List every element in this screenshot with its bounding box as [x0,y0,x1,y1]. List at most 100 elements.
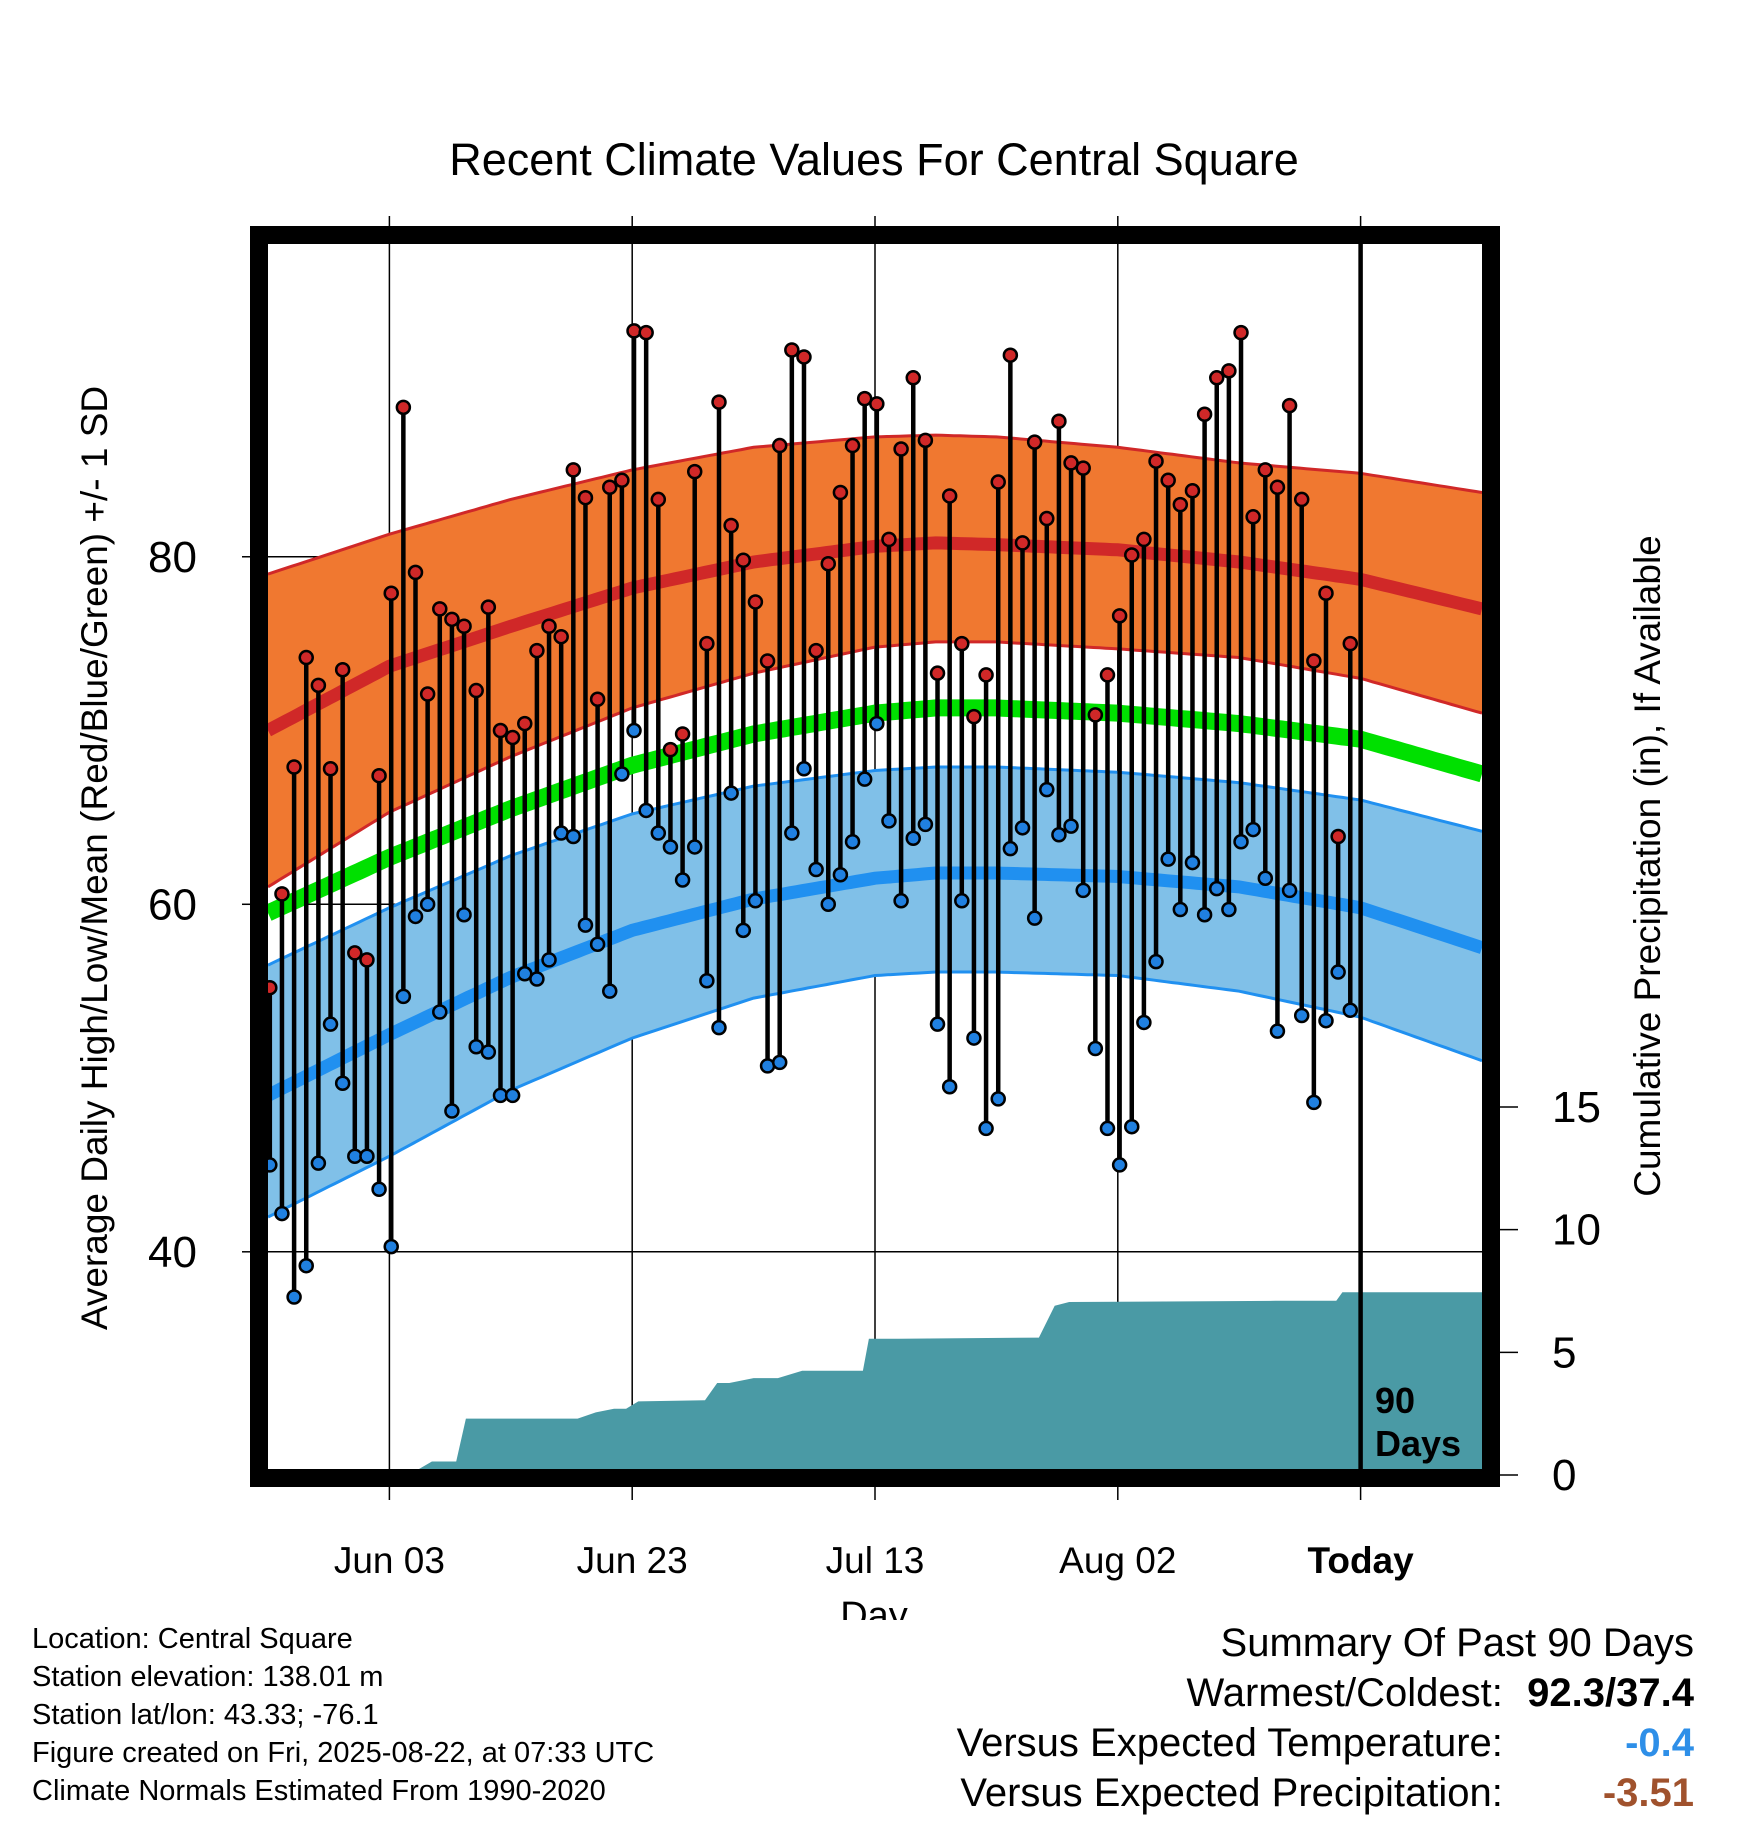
daily-high-point [456,618,472,635]
daily-low-point [504,1087,521,1104]
daily-high-point [1148,453,1164,469]
daily-high-point [820,555,837,572]
daily-high-point [444,611,460,628]
daily-high-point [1233,324,1249,341]
daily-high-point [771,437,788,454]
daily-high-point [577,489,594,506]
daily-low-point [322,1016,339,1032]
daily-low-point [614,766,630,782]
daily-low-point [723,785,739,801]
daily-high-point [1318,585,1334,602]
daily-low-point [1136,1014,1152,1031]
daily-low-point [1063,818,1079,834]
daily-high-point [1136,531,1152,548]
daily-low-point [638,802,654,819]
daily-high-point [492,722,509,739]
chart-title: Recent Climate Values For Central Square [449,134,1299,185]
daily-low-point [419,896,436,913]
daily-high-point [468,682,484,699]
warmest-coldest-row: Warmest/Coldest: 92.3/37.4 [957,1668,1695,1718]
daily-low-point [1245,821,1261,838]
daily-high-point [686,463,703,480]
daily-low-point [1051,827,1067,843]
daily-high-point [735,552,752,568]
daily-high-point [480,599,497,615]
daily-high-point [601,479,618,496]
daily-high-point [274,886,290,902]
daily-low-point [444,1103,460,1119]
daily-high-point [1330,828,1346,845]
precip-anomaly-label: Versus Expected Precipitation: [960,1771,1503,1815]
y-tick-label: 80 [148,533,197,582]
x-tick-label: Jun 23 [577,1540,688,1581]
daily-low-point [1014,820,1031,836]
daily-low-point [686,839,703,855]
daily-low-point [407,908,424,925]
x-tick-label: Jun 03 [334,1540,445,1581]
daily-high-point [978,667,994,683]
daily-low-point [432,1004,448,1020]
daily-low-point [383,1238,399,1255]
daily-high-point [1075,460,1091,476]
daily-high-point [1014,535,1031,551]
daily-low-point [929,1016,946,1032]
daily-low-point [626,722,642,739]
normals-text: Climate Normals Estimated From 1990-2020 [32,1775,606,1807]
daily-high-point [747,594,764,610]
daily-low-point [771,1054,788,1071]
daily-high-point [1184,482,1201,499]
precip-area [419,1292,1482,1469]
daily-high-point [359,952,375,968]
y2-tick-label: 0 [1552,1451,1576,1500]
daily-high-point [626,323,642,339]
daily-high-point [662,741,679,758]
daily-high-point [1245,509,1261,525]
temp-anomaly-value: -0.4 [1625,1721,1694,1765]
daily-low-point [1281,882,1298,899]
daily-high-point [298,649,314,666]
daily-high-point [1257,462,1274,478]
daily-low-point [1026,910,1043,926]
daily-low-point [1330,964,1346,980]
daily-low-point [699,972,715,989]
precip-anomaly-row: Versus Expected Precipitation: -3.51 [957,1768,1694,1818]
daily-low-point [820,896,837,913]
daily-high-point [1221,363,1237,379]
daily-low-point [808,861,824,878]
climate-chart: Recent Climate Values For Central Square… [74,134,1668,1620]
daily-low-point [286,1289,302,1305]
warmest-coldest-label: Warmest/Coldest: [1186,1671,1503,1715]
created-text: Figure created on Fri, 2025-08-22, at 07… [32,1737,655,1769]
daily-low-point [1002,840,1019,857]
daily-high-point [674,726,691,742]
daily-low-point [1124,1118,1140,1135]
daily-low-point [334,1075,351,1092]
daily-high-point [711,394,727,410]
daily-high-point [395,399,412,416]
daily-high-point [954,635,970,652]
daily-high-point [371,767,387,784]
daily-low-point [1293,1007,1310,1024]
daily-high-point [1160,472,1176,489]
daily-high-point [784,342,800,358]
daily-low-point [1039,781,1055,798]
daily-high-point [832,484,849,501]
daily-high-point [310,677,327,694]
daily-high-point [905,370,921,386]
daily-low-point [395,988,412,1005]
daily-high-point [334,661,351,678]
daily-high-point [1099,667,1116,683]
daily-high-point [966,708,982,725]
temp-anomaly-label: Versus Expected Temperature: [956,1721,1503,1765]
daily-low-point [601,983,618,999]
location-text: Location: Central Square [32,1623,353,1655]
y2-tick-label: 10 [1552,1206,1601,1255]
daily-high-point [1281,397,1298,414]
daily-high-point [419,686,436,702]
daily-high-point [1196,406,1213,423]
daily-low-point [784,825,800,841]
daily-high-point [1039,510,1055,527]
daily-low-point [274,1205,290,1222]
daily-high-point [917,432,934,449]
daily-high-point [1051,413,1067,429]
